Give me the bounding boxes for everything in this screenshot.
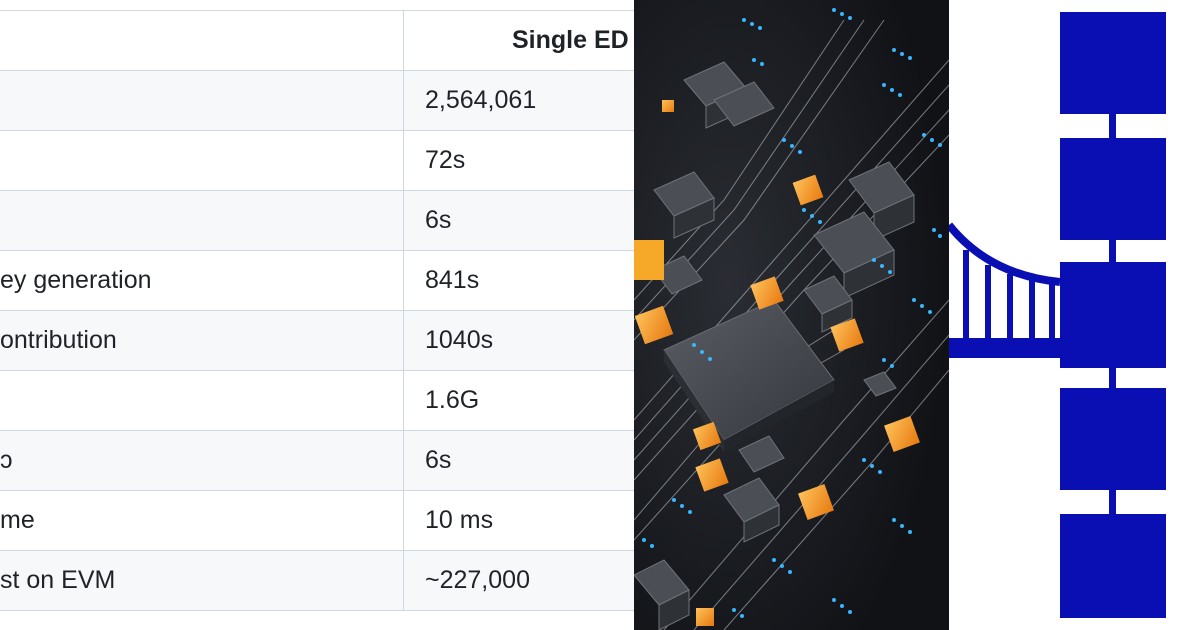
row-value: 6s bbox=[425, 206, 452, 234]
table-row: 6s bbox=[0, 191, 634, 251]
column-divider bbox=[403, 11, 404, 70]
row-value: 2,564,061 bbox=[425, 86, 537, 114]
table-row: 2,564,061 bbox=[0, 71, 634, 131]
benchmark-table-crop: Single ED 2,564,061 72s 6s ey generation bbox=[0, 10, 634, 611]
chain-links bbox=[1109, 114, 1116, 514]
processor-chip bbox=[663, 299, 835, 452]
column-divider bbox=[403, 551, 404, 610]
column-divider bbox=[403, 131, 404, 190]
column-divider bbox=[403, 251, 404, 310]
column-divider bbox=[403, 71, 404, 130]
column-divider bbox=[403, 371, 404, 430]
circuit-board-photo bbox=[634, 0, 949, 630]
table-row: ɔ 6s bbox=[0, 431, 634, 491]
row-label: me bbox=[0, 506, 35, 534]
chain-blocks bbox=[1060, 12, 1166, 618]
column-divider bbox=[403, 191, 404, 250]
row-value: ~227,000 bbox=[425, 566, 530, 594]
row-label: ontribution bbox=[0, 326, 117, 354]
row-value: 72s bbox=[425, 146, 466, 174]
bridge-chain-logo bbox=[949, 12, 1166, 618]
benchmark-table: Single ED 2,564,061 72s 6s ey generation bbox=[0, 10, 634, 611]
table-row: ontribution 1040s bbox=[0, 311, 634, 371]
row-value: 1.6G bbox=[425, 386, 480, 414]
row-value: 841s bbox=[425, 266, 480, 294]
column-divider bbox=[403, 431, 404, 490]
table-header-right: Single ED bbox=[512, 26, 629, 54]
circuit-board-illustration bbox=[634, 0, 949, 630]
column-divider bbox=[403, 311, 404, 370]
column-divider bbox=[403, 491, 404, 550]
table-row: st on EVM ~227,000 bbox=[0, 551, 634, 611]
row-label: ɔ bbox=[0, 446, 13, 474]
row-value: 1040s bbox=[425, 326, 494, 354]
chip-blocks bbox=[634, 61, 915, 630]
row-label: st on EVM bbox=[0, 566, 116, 594]
row-label: ey generation bbox=[0, 266, 152, 294]
bridge-icon bbox=[949, 222, 1061, 358]
table-row: me 10 ms bbox=[0, 491, 634, 551]
table-header-row: Single ED bbox=[0, 11, 634, 71]
glowing-orange-cubes bbox=[634, 100, 920, 626]
table-row: 1.6G bbox=[0, 371, 634, 431]
bridge-logo-panel bbox=[949, 0, 1200, 630]
table-row: 72s bbox=[0, 131, 634, 191]
row-value: 6s bbox=[425, 446, 452, 474]
row-value: 10 ms bbox=[425, 506, 494, 534]
blue-led-dots bbox=[642, 8, 942, 618]
table-row: ey generation 841s bbox=[0, 251, 634, 311]
